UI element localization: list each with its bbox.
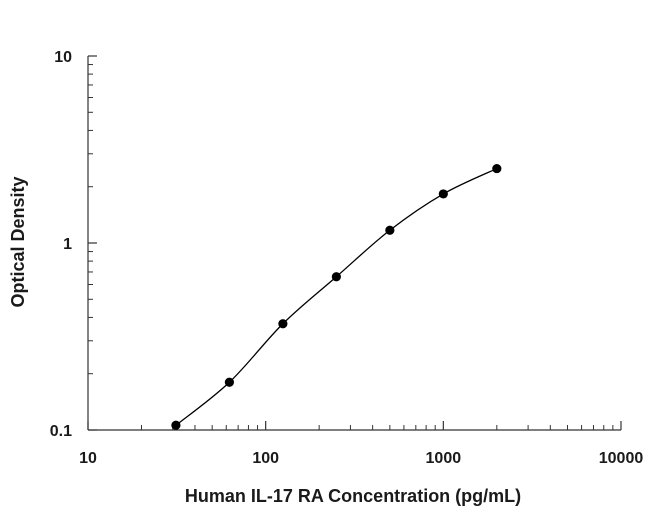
- data-point: [224, 377, 235, 387]
- y-tick-label: 1: [63, 236, 72, 253]
- data-point: [438, 189, 448, 199]
- y-axis-title: Optical Density: [8, 176, 28, 307]
- x-axis-title: Human IL-17 RA Concentration (pg/mL): [185, 486, 521, 506]
- fit-curve-layer: [175, 168, 498, 426]
- data-point: [492, 163, 502, 174]
- x-tick-label: 10: [79, 450, 97, 467]
- data-point: [331, 272, 341, 282]
- axes: 10 100 1000 10000 0.1 1 10: [50, 49, 644, 467]
- data-point: [385, 225, 395, 235]
- y-tick-label: 10: [54, 49, 72, 66]
- fit-curve: [175, 168, 498, 426]
- y-tick-label: 0.1: [50, 423, 72, 440]
- data-point: [278, 319, 288, 329]
- data-points-layer: [171, 163, 502, 430]
- x-tick-label: 10000: [599, 450, 644, 467]
- x-tick-label: 1000: [426, 450, 462, 467]
- x-tick-label: 100: [252, 450, 279, 467]
- data-point: [171, 420, 181, 430]
